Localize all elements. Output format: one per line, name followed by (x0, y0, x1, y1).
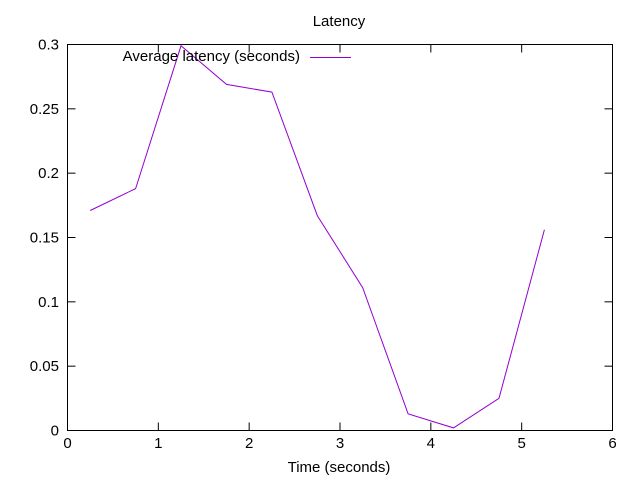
y-tick-label: 0.25 (30, 101, 59, 118)
y-tick-label: 0.2 (38, 165, 59, 182)
x-tick-label: 4 (427, 435, 435, 452)
y-tick-label: 0 (51, 423, 59, 440)
x-tick-label: 0 (63, 435, 71, 452)
y-tick-label: 0.15 (30, 230, 59, 247)
x-tick-label: 5 (517, 435, 525, 452)
y-tick-label: 0.1 (38, 294, 59, 311)
x-tick-label: 6 (608, 435, 616, 452)
x-tick-label: 3 (336, 435, 344, 452)
y-tick-label: 0.05 (30, 358, 59, 375)
x-tick-label: 2 (245, 435, 253, 452)
y-tick-label: 0.3 (38, 37, 59, 54)
chart-title: Latency (313, 13, 366, 30)
x-axis-label: Time (seconds) (288, 459, 391, 476)
legend: Average latency (seconds) (123, 48, 351, 65)
plot-border (67, 44, 613, 431)
y-axis: 0 0.05 0.1 0.15 0.2 0.25 0.3 (30, 37, 613, 440)
legend-label: Average latency (seconds) (123, 48, 300, 65)
series-line-average-latency (89, 44, 545, 429)
x-axis: 0 1 2 3 4 5 6 (63, 44, 617, 452)
x-tick-label: 1 (154, 435, 162, 452)
